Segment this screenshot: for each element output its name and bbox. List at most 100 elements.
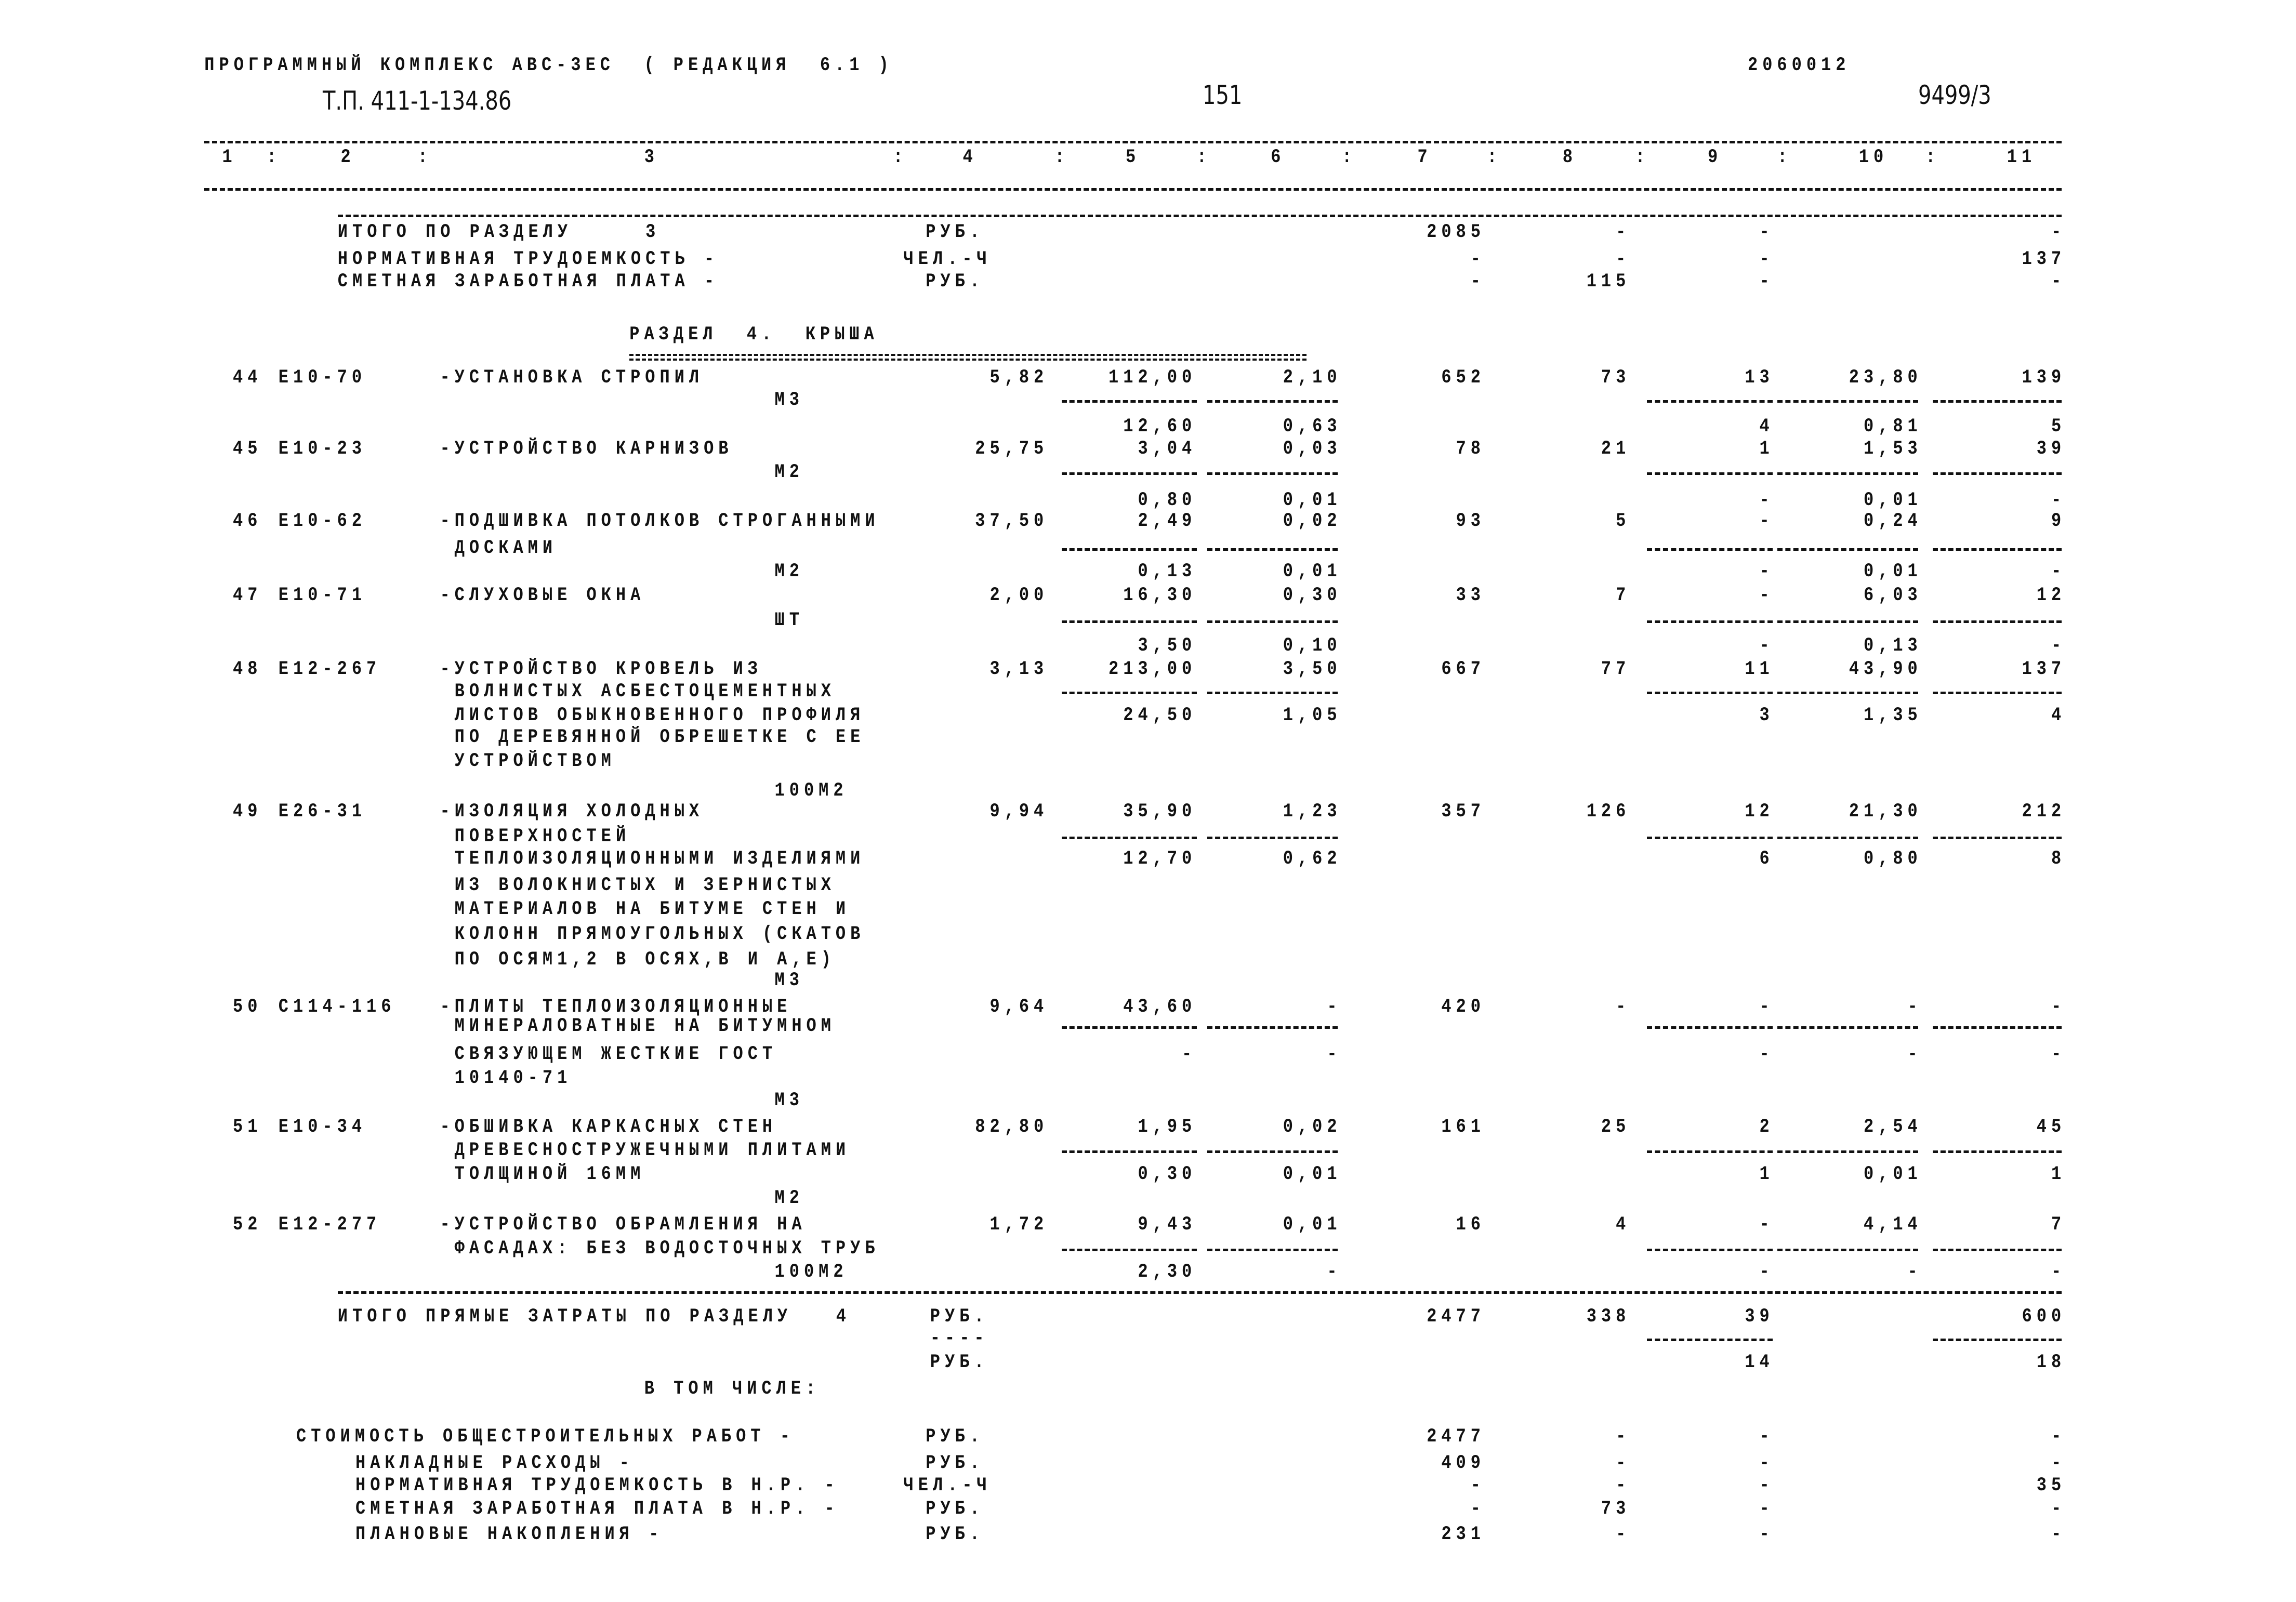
value-col-7: 420 (1441, 996, 1485, 1018)
cell-rule (1933, 620, 2062, 624)
cell-rule (1647, 548, 1773, 551)
value-col-11: 4 (2051, 704, 2066, 726)
item-code: Е10-71 (278, 584, 367, 606)
value-col-7: - (1470, 1498, 1485, 1520)
item-number: 49 (233, 800, 262, 823)
value-col-9: - (1759, 560, 1774, 582)
line-text: ДРЕВЕСНОСТРУЖЕЧНЫМИ ПЛИТАМИ (440, 1139, 851, 1162)
section-title-underline (629, 354, 1307, 361)
value-col-6: - (1327, 996, 1342, 1018)
cell-rule (1207, 837, 1338, 840)
value-col-6: 0,01 (1283, 560, 1342, 582)
cell-rule (1777, 548, 1918, 551)
value-col-5: 35,90 (1123, 800, 1197, 823)
project-number: Т.П. 411-1-134.86 (323, 86, 512, 116)
value-col-11: - (2051, 221, 2066, 244)
line-text: -УСТРОЙСТВО КРОВЕЛЬ ИЗ (440, 658, 762, 680)
line-text: МИНЕРАЛОВАТНЫЕ НА БИТУМНОМ (440, 1015, 836, 1037)
cell-rule (1207, 1026, 1338, 1029)
value-col-10: - (1907, 996, 1922, 1018)
line-text: -ПОДШИВКА ПОТОЛКОВ СТРОГАННЫМИ (440, 510, 880, 532)
value-col-8: - (1616, 1425, 1631, 1448)
value-col-5: 0,80 (1138, 489, 1197, 511)
unit: РУБ. (926, 270, 985, 293)
value-col-8: - (1616, 1522, 1631, 1545)
value-col-9: - (1759, 270, 1774, 293)
value-col-9: - (1759, 221, 1774, 244)
value-col-11: 600 (2022, 1305, 2066, 1328)
value-col-9: 12 (1745, 800, 1774, 823)
cell-rule (1777, 837, 1918, 840)
value-col-9: 14 (1745, 1351, 1774, 1373)
cell-rule (1777, 472, 1918, 475)
value-col-8: 338 (1586, 1305, 1631, 1328)
column-number: 8 (1562, 146, 1577, 168)
value-col-5: 2,49 (1138, 510, 1197, 532)
column-number: : (893, 146, 908, 168)
value-col-6: 0,01 (1283, 1213, 1342, 1236)
item-code: Е10-70 (278, 366, 367, 389)
item-number: 48 (233, 658, 262, 680)
value-col-9: - (1759, 1498, 1774, 1520)
cell-rule (1647, 691, 1773, 694)
line-text: НОРМАТИВНАЯ ТРУДОЕМКОСТЬ - (337, 247, 719, 270)
cell-rule (1933, 548, 2062, 551)
value-col-7: 231 (1441, 1522, 1485, 1545)
item-number: 47 (233, 584, 262, 606)
value-col-8: 73 (1601, 366, 1631, 389)
cell-rule (1062, 472, 1197, 475)
value-col-10: 0,13 (1863, 634, 1922, 657)
value-col-11: - (2051, 1451, 2066, 1474)
value-col-5: 0,30 (1138, 1163, 1197, 1185)
cell-rule (1777, 620, 1918, 624)
line-text: -СЛУХОВЫЕ ОКНА (440, 584, 645, 606)
value-col-11: 5 (2051, 415, 2066, 438)
value-col-11: - (2051, 1425, 2066, 1448)
value-col-6: 0,30 (1283, 584, 1342, 606)
value-col-7: - (1470, 247, 1485, 270)
value-col-5: - (1182, 1043, 1197, 1065)
value-col-5: 43,60 (1123, 996, 1197, 1018)
cell-rule (1062, 1026, 1197, 1029)
cell-rule (1062, 1248, 1197, 1251)
line-text: СМЕТНАЯ ЗАРАБОТНАЯ ПЛАТА В Н.Р. - (355, 1498, 839, 1520)
value-col-9: 39 (1745, 1305, 1774, 1328)
unit: ШТ (774, 609, 804, 631)
column-number: 7 (1417, 146, 1432, 168)
sheet-number: 9499/3 (1918, 80, 1991, 110)
item-number: 50 (233, 996, 262, 1018)
value-col-7: 2477 (1427, 1425, 1485, 1448)
value-col-11: - (2051, 1522, 2066, 1545)
line-text: ТЕПЛОИЗОЛЯЦИОННЫМИ ИЗДЕЛИЯМИ (440, 848, 865, 870)
value-col-9: 13 (1745, 366, 1774, 389)
line-text: ВОЛНИСТЫХ АСБЕСТОЦЕМЕНТНЫХ (440, 680, 836, 703)
line-text: -ОБШИВКА КАРКАСНЫХ СТЕН (440, 1115, 777, 1138)
value-col-9: - (1759, 1043, 1774, 1065)
unit: М3 (774, 969, 804, 991)
cell-rule (1062, 400, 1197, 403)
value-col-8: - (1616, 1474, 1631, 1497)
value-col-11: 45 (2036, 1115, 2066, 1138)
value-col-8: - (1616, 1451, 1631, 1474)
unit: РУБ. (926, 1522, 985, 1545)
value-col-4: 9,64 (989, 996, 1049, 1018)
value-col-10: 0,01 (1863, 489, 1922, 511)
cell-rule (1062, 691, 1197, 694)
value-col-11: 139 (2022, 366, 2066, 389)
value-col-10: - (1907, 1043, 1922, 1065)
value-col-11: - (2051, 1498, 2066, 1520)
item-number: 52 (233, 1213, 262, 1236)
section-rule (337, 215, 2062, 218)
cell-rule (1777, 691, 1918, 694)
line-text: ТОЛЩИНОЙ 16ММ (440, 1163, 645, 1185)
header-rule-top (204, 140, 2062, 143)
value-col-8: 5 (1616, 510, 1631, 532)
value-col-6: 1,05 (1283, 704, 1342, 726)
line-text: ПОВЕРХНОСТЕЙ (440, 825, 631, 848)
value-col-9: 2 (1759, 1115, 1774, 1138)
value-col-9: - (1759, 1261, 1774, 1283)
column-number: 6 (1271, 146, 1286, 168)
line-text: ИЗ ВОЛОКНИСТЫХ И ЗЕРНИСТЫХ (440, 874, 836, 896)
column-number: 11 (2007, 146, 2037, 168)
cell-rule (1647, 837, 1773, 840)
